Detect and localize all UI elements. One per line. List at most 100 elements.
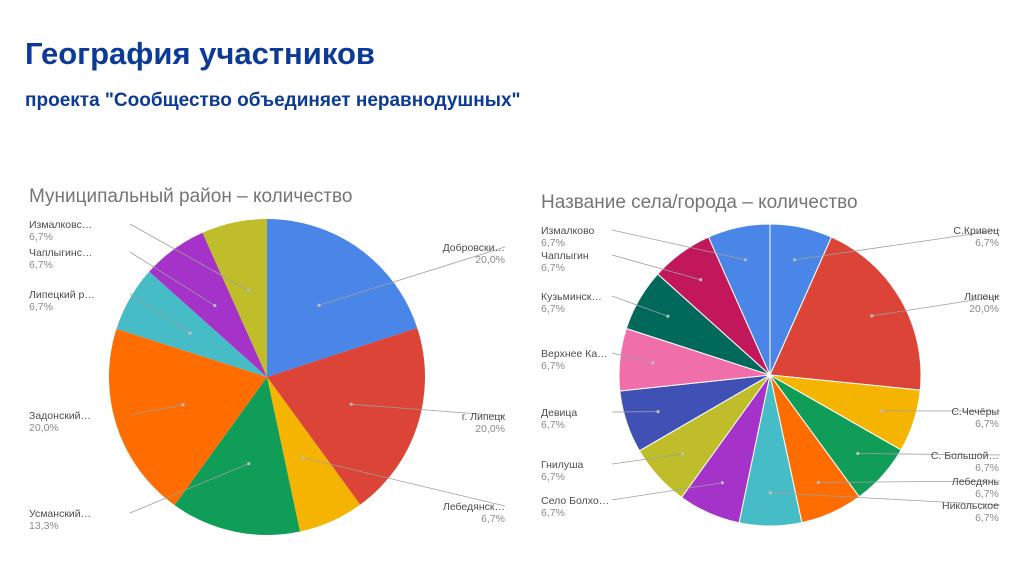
legend-percent: 6,7% — [541, 303, 565, 315]
leader-dot — [317, 303, 321, 307]
leader-dot — [651, 361, 655, 365]
leader-line — [611, 254, 701, 281]
leader-dot — [188, 331, 192, 335]
pie-slice — [109, 328, 267, 506]
leader-dot — [816, 480, 820, 485]
leader-line — [770, 492, 1001, 506]
legend-label: Усманский… — [29, 508, 91, 520]
leader-dot — [666, 314, 670, 318]
leader-line — [129, 404, 184, 416]
legend-percent: 6,7% — [975, 418, 999, 430]
leader-dot — [301, 456, 305, 460]
leader-dot — [768, 491, 772, 495]
leader-dot — [856, 451, 860, 456]
pie-slice — [149, 232, 267, 377]
legend-label: Измалковс… — [29, 219, 92, 231]
leader-line — [303, 457, 506, 507]
leader-dot — [792, 258, 797, 262]
legend-label: Добровски… — [443, 242, 505, 254]
legend-label: Липецк — [964, 291, 999, 303]
chart-title-district: Муниципальный район – количество — [29, 186, 352, 207]
pie-slice — [707, 223, 771, 376]
legend-label: Задонский… — [29, 410, 91, 422]
legend-percent: 20,0% — [969, 303, 999, 315]
leader-line — [129, 293, 191, 334]
leader-dot — [246, 288, 251, 293]
legend-percent: 6,7% — [541, 262, 565, 274]
leader-line — [818, 480, 1001, 483]
legend-percent: 13,3% — [29, 520, 59, 532]
leader-line — [129, 223, 249, 291]
legend-label: Кузьминск… — [541, 291, 602, 303]
legend-percent: 6,7% — [975, 237, 999, 249]
legend-label: Чаплыгин — [541, 250, 589, 262]
legend-label: Липецкий р… — [29, 289, 95, 301]
leader-line — [351, 403, 506, 417]
legend-percent: 6,7% — [481, 513, 505, 525]
legend-percent: 20,0% — [475, 254, 505, 266]
legend-label: С. Большой… — [931, 450, 999, 462]
leader-line — [129, 463, 249, 514]
page-title: География участников — [25, 36, 375, 71]
leader-dot — [880, 409, 884, 413]
pie-slice — [769, 236, 922, 391]
legend-percent: 6,7% — [541, 360, 565, 372]
pie-slice — [116, 271, 268, 377]
pie-slice — [174, 377, 300, 535]
page-subtitle: проекта "Сообщество объединяет неравноду… — [25, 90, 521, 111]
legend-percent: 6,7% — [29, 259, 53, 271]
legend-label: Лебедянск… — [443, 501, 505, 513]
legend-district: Добровски…20,0%г. Липецк20,0%Лебедянск…6… — [29, 219, 505, 532]
chart-title-settlement: Название села/города – количество — [541, 192, 858, 213]
legend-percent: 6,7% — [541, 419, 565, 431]
leader-line — [611, 352, 653, 364]
legend-label: Измалково — [541, 225, 595, 237]
leader-dot — [247, 461, 251, 466]
pie-settlement — [618, 223, 922, 527]
legend-label: Лебедянь — [952, 476, 1000, 488]
legend-label: Чаплыгинс… — [29, 247, 92, 259]
pie-slice — [267, 327, 426, 505]
legend-percent: 20,0% — [475, 423, 505, 435]
leader-dot — [656, 410, 660, 414]
pie-slice — [267, 377, 361, 532]
leader-line — [871, 295, 1001, 317]
legend-label: Верхнее Ка… — [541, 348, 608, 360]
legend-percent: 6,7% — [541, 237, 565, 249]
legend-label: С.Чечёры — [951, 406, 999, 418]
leader-line — [129, 251, 216, 306]
legend-label: С.Кривец — [953, 225, 999, 237]
legend-percent: 6,7% — [29, 301, 53, 313]
leader-dot — [349, 402, 353, 406]
legend-percent: 6,7% — [541, 471, 565, 483]
legend-percent: 6,7% — [975, 512, 999, 524]
leader-line — [611, 482, 723, 501]
pie-district — [109, 219, 426, 535]
legend-label: Гнилуша — [541, 459, 584, 471]
legend-percent: 6,7% — [975, 462, 999, 474]
legend-label: Девица — [541, 407, 577, 419]
leader-dot — [181, 403, 185, 407]
legend-percent: 6,7% — [29, 231, 53, 243]
leader-line — [611, 453, 683, 465]
leader-line — [611, 229, 746, 261]
legend-label: Никольское — [942, 500, 999, 512]
leader-dot — [743, 258, 748, 262]
leader-line — [794, 229, 1001, 261]
leader-dot — [213, 303, 217, 308]
leader-dot — [681, 452, 685, 456]
legend-label: г. Липецк — [462, 411, 506, 423]
leader-line — [318, 246, 506, 306]
leader-dot — [720, 481, 724, 485]
legend-label: Село Болхо… — [541, 495, 609, 507]
legend-percent: 6,7% — [975, 488, 999, 500]
legend-percent: 6,7% — [541, 507, 565, 519]
pie-slice — [202, 219, 267, 377]
legend-percent: 20,0% — [29, 422, 59, 434]
leader-line — [857, 453, 1001, 456]
leader-dot — [699, 278, 703, 282]
leader-dot — [870, 314, 874, 318]
leader-line — [611, 295, 669, 317]
